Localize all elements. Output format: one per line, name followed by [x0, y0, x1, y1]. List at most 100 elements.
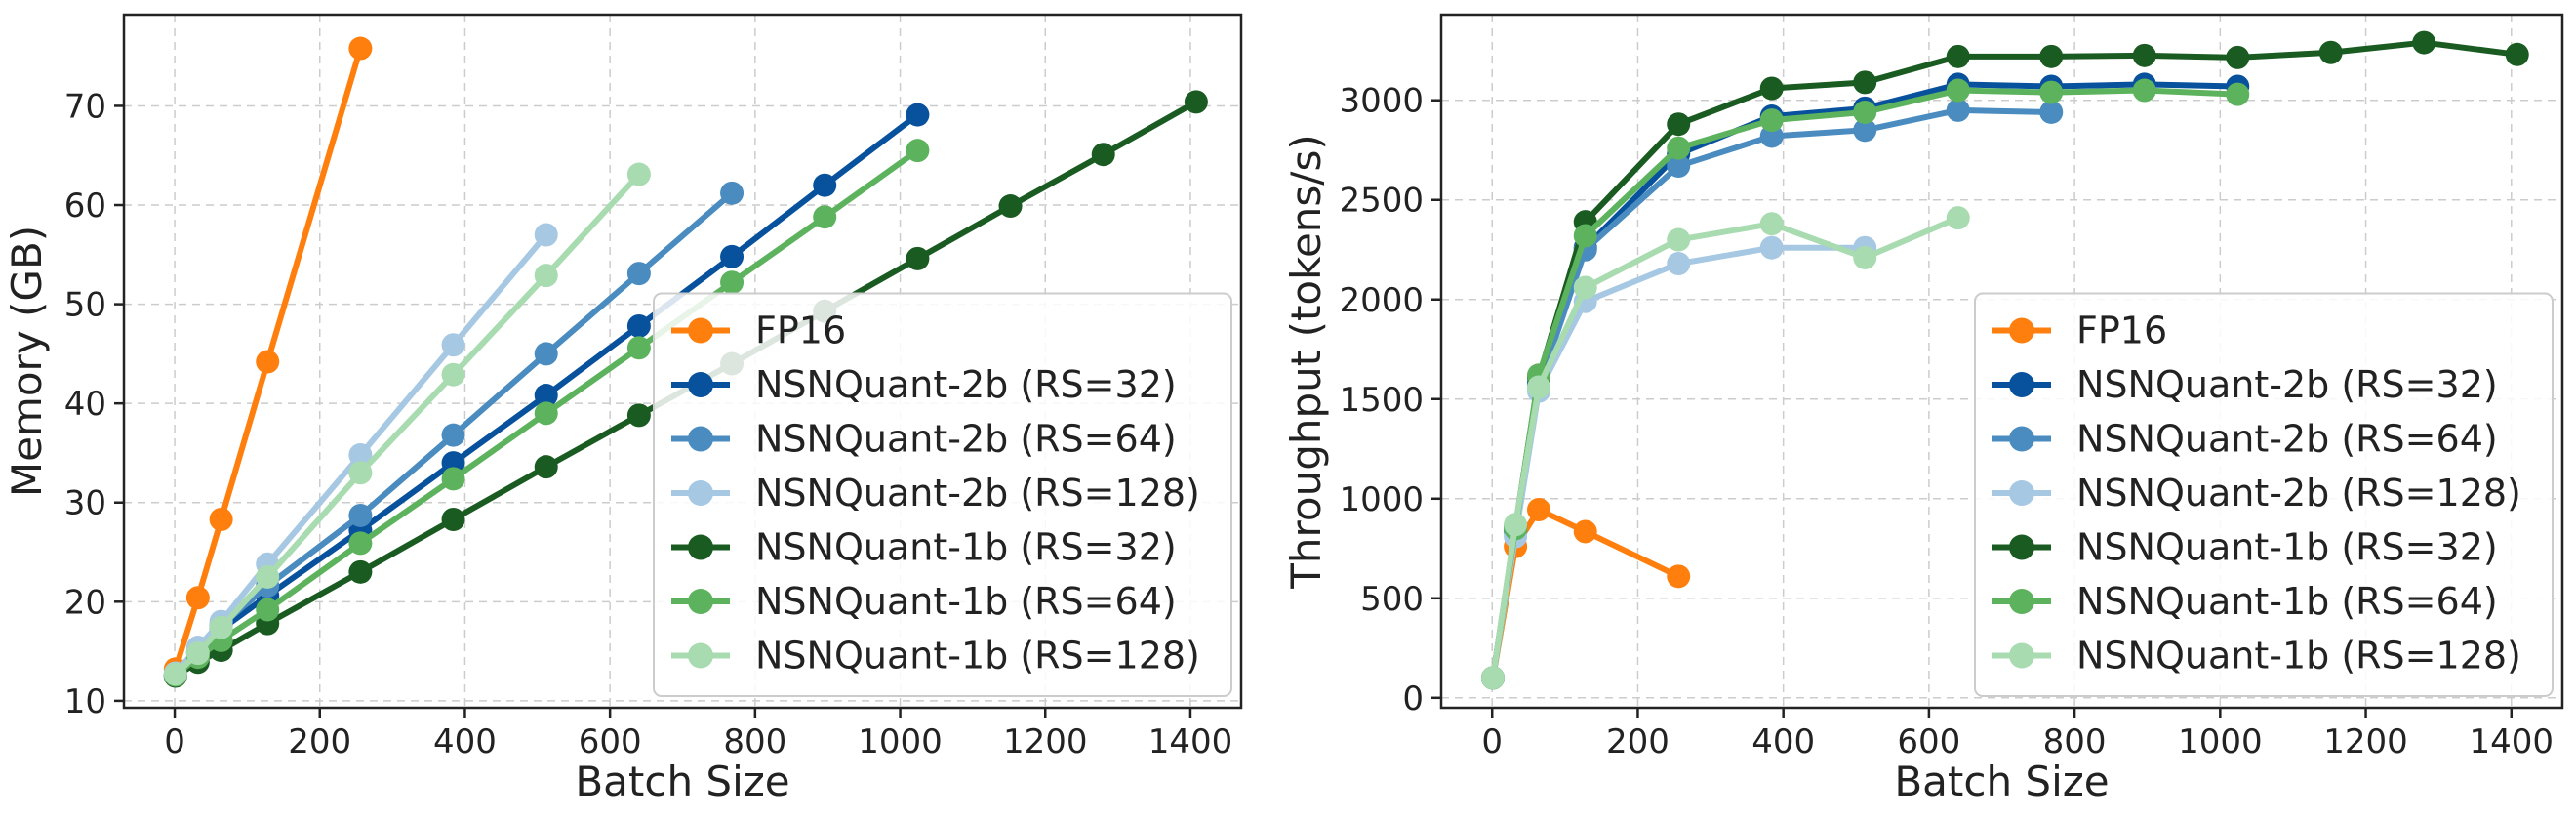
series-fp16 — [163, 36, 373, 681]
legend-label: NSNQuant-2b (RS=64) — [2076, 418, 2498, 461]
data-point — [813, 205, 837, 229]
data-point — [163, 662, 187, 686]
legend-marker — [2009, 589, 2034, 614]
series-line — [1490, 244, 1866, 679]
data-point — [720, 181, 745, 205]
legend-marker — [688, 642, 713, 669]
data-point — [1504, 513, 1528, 537]
data-point — [2039, 100, 2064, 124]
data-point — [1480, 666, 1505, 690]
y-tick-label: 30 — [64, 484, 106, 523]
x-tick-label: 1200 — [1003, 722, 1088, 762]
data-point — [441, 333, 465, 357]
x-tick-label: 200 — [1606, 722, 1670, 762]
data-point — [1853, 245, 1877, 269]
data-point — [1946, 44, 1970, 68]
data-point — [534, 342, 558, 366]
legend: FP16 NSNQuant-2b (RS=32) NSNQuant-2b (RS=6… — [653, 292, 1232, 697]
y-tick-label: 10 — [64, 682, 106, 722]
chart-throughput: 0 200 400 600 800 1000 1200 1400 0 500 1000 1500 200… — [1282, 13, 2564, 805]
data-point — [1667, 154, 1691, 179]
y-tick-label: 2000 — [1339, 281, 1424, 320]
data-point — [185, 641, 210, 666]
legend-label: NSNQuant-2b (RS=32) — [2076, 363, 2498, 406]
data-point — [2132, 43, 2156, 67]
data-point — [1853, 100, 1877, 124]
data-point — [1573, 224, 1597, 248]
data-point — [1853, 118, 1877, 143]
data-point — [209, 508, 233, 532]
data-point — [256, 564, 280, 589]
series-nsnquant-2b-rs-128- — [163, 223, 558, 685]
data-point — [1667, 112, 1691, 137]
legend-label: NSNQuant-2b (RS=128) — [2076, 472, 2521, 515]
x-tick-label: 800 — [2043, 722, 2107, 762]
y-tick-label: 0 — [1402, 680, 1424, 719]
legend-label: NSNQuant-1b (RS=128) — [755, 635, 1200, 678]
data-point — [348, 461, 373, 485]
series-nsnquant-1b-rs-128- — [1480, 206, 1970, 690]
data-point — [185, 586, 210, 610]
x-tick-label: 600 — [1897, 722, 1960, 762]
data-point — [626, 403, 651, 428]
legend-label: NSNQuant-2b (RS=32) — [755, 363, 1177, 406]
data-point — [348, 531, 373, 556]
legend-marker — [688, 480, 713, 506]
legend-marker — [2009, 480, 2034, 506]
data-point — [348, 559, 373, 584]
data-point — [1526, 375, 1550, 399]
x-tick-label: 400 — [1751, 722, 1815, 762]
data-point — [906, 103, 930, 127]
data-point — [348, 442, 373, 467]
legend-box — [1974, 292, 2554, 697]
y-tick-label: 1000 — [1339, 480, 1424, 519]
chart-memory: 0 200 400 600 800 1000 1200 1400 10 20 30 40 50 60 70 B… — [3, 13, 1243, 805]
data-point — [1667, 227, 1691, 252]
data-point — [2226, 45, 2250, 69]
data-point — [534, 401, 558, 426]
data-point — [1853, 70, 1877, 95]
series-nsnquant-1b-rs-128- — [163, 162, 651, 686]
series-line — [173, 172, 642, 677]
legend-marker — [2009, 372, 2034, 397]
y-tick-label: 40 — [64, 385, 106, 424]
plot-frame — [122, 13, 1243, 710]
data-point — [534, 264, 558, 288]
data-point — [2505, 42, 2529, 66]
data-point — [1759, 212, 1784, 236]
data-point — [906, 246, 930, 270]
data-point — [998, 194, 1023, 219]
data-point — [1526, 497, 1550, 521]
data-point — [209, 615, 233, 639]
y-tick-label: 500 — [1360, 580, 1424, 619]
data-point — [1946, 78, 1970, 103]
legend-marker — [2009, 426, 2034, 452]
legend-box — [653, 292, 1232, 697]
x-tick-label: 1400 — [2470, 722, 2555, 762]
data-point — [534, 455, 558, 479]
data-point — [2318, 40, 2343, 64]
data-point — [2039, 80, 2064, 104]
data-point — [534, 223, 558, 247]
data-point — [534, 384, 558, 408]
legend-label: FP16 — [755, 309, 846, 352]
legend-label: NSNQuant-1b (RS=128) — [2076, 635, 2521, 678]
data-point — [626, 313, 651, 338]
data-point — [256, 350, 280, 374]
legend-label: NSNQuant-1b (RS=32) — [755, 526, 1177, 569]
x-tick-label: 800 — [723, 722, 786, 762]
data-point — [1573, 275, 1597, 300]
data-point — [1759, 235, 1784, 260]
x-tick-label: 200 — [288, 722, 351, 762]
x-tick-label: 1000 — [858, 722, 943, 762]
data-point — [1091, 143, 1115, 167]
data-point — [256, 598, 280, 622]
legend-marker — [2009, 642, 2034, 669]
x-axis-label: Batch Size — [1894, 758, 2109, 805]
legend-marker — [688, 317, 713, 344]
series-nsnquant-2b-rs-128- — [1480, 235, 1877, 690]
legend-marker — [688, 372, 713, 397]
x-tick-label: 600 — [579, 722, 642, 762]
legend-marker — [688, 589, 713, 614]
